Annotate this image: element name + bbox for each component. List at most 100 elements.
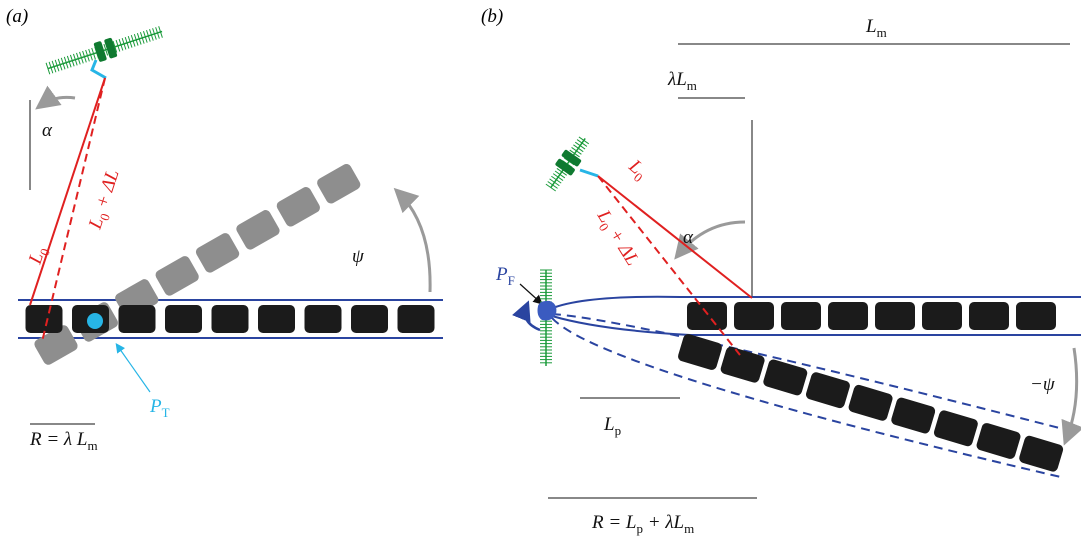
- connector: [90, 59, 107, 80]
- label-part: L: [865, 16, 877, 37]
- subscript: F: [508, 273, 515, 288]
- antenna-hatch: [63, 56, 69, 69]
- label: L0 + ΔL: [590, 206, 643, 271]
- tether: [597, 175, 753, 299]
- chain: [25, 305, 435, 333]
- antenna-hatch: [563, 157, 575, 166]
- antenna-hatch: [79, 51, 84, 64]
- segment-box: [933, 410, 978, 447]
- rotated-chain: [34, 163, 361, 365]
- antenna-hatch: [115, 39, 121, 52]
- segment-box: [875, 302, 915, 330]
- tether: [29, 77, 106, 306]
- label: α: [683, 227, 694, 248]
- antenna-hatch: [133, 34, 139, 46]
- antenna-body: [93, 41, 107, 62]
- antenna-body: [104, 37, 118, 59]
- subscript: m: [687, 78, 697, 93]
- segment-box: [236, 210, 280, 250]
- antenna-hatch: [551, 175, 562, 184]
- label-part: P: [495, 264, 508, 285]
- antenna-hatch: [76, 52, 81, 65]
- antenna-hatch: [57, 58, 63, 71]
- antenna-hatch: [142, 31, 148, 43]
- antenna-rod: [47, 30, 163, 70]
- segment-box: [276, 187, 320, 227]
- label: −ψ: [1030, 374, 1056, 395]
- label: Lm: [865, 16, 887, 40]
- label: L0 + ΔL: [84, 167, 126, 234]
- chain: [687, 302, 1056, 330]
- antenna-hatch: [569, 149, 580, 158]
- label: R = λ Lm: [29, 429, 98, 453]
- subscript: m: [684, 521, 694, 536]
- panel-tag: (b): [481, 6, 503, 27]
- antenna-hatch: [578, 136, 590, 145]
- antenna-hatch: [103, 43, 109, 56]
- label-part: + λL: [643, 512, 684, 533]
- antenna-hatch: [121, 37, 127, 50]
- segment-box: [118, 305, 156, 333]
- antenna-hatch: [547, 181, 558, 189]
- subscript: T: [162, 405, 170, 420]
- antenna-hatch: [573, 144, 584, 153]
- segment-box: [969, 302, 1009, 330]
- segment-box: [155, 256, 199, 296]
- segment-box: [258, 305, 295, 333]
- subscript: m: [877, 25, 887, 40]
- antenna-hatch: [556, 167, 568, 176]
- antenna-hatch: [155, 27, 160, 39]
- segment-box: [781, 302, 821, 330]
- antenna-hatch: [158, 26, 163, 38]
- label-part: L: [603, 414, 615, 435]
- antenna-hatch: [91, 47, 96, 60]
- antenna-hatch: [88, 48, 93, 61]
- antenna: [545, 136, 590, 192]
- segment-box: [1019, 435, 1064, 472]
- segment-box: [678, 334, 722, 370]
- subscript: m: [87, 438, 97, 453]
- label-part: R = λ L: [29, 429, 87, 450]
- antenna-hatch: [136, 33, 142, 45]
- tether-point: [87, 313, 103, 329]
- segment-box: [828, 302, 868, 330]
- antenna-hatch: [66, 55, 72, 68]
- subscript: 0: [97, 212, 113, 223]
- label-part: α: [42, 120, 53, 141]
- label-part: λL: [667, 69, 687, 90]
- antenna-hatch: [85, 49, 90, 62]
- antenna-hatch: [82, 50, 87, 63]
- label: ψ: [352, 246, 365, 267]
- label: PT: [149, 396, 170, 420]
- label: Lp: [603, 414, 621, 438]
- label-part: α: [683, 227, 694, 248]
- antenna-hatch: [549, 178, 560, 187]
- antenna-hatch: [152, 28, 157, 40]
- segment-box: [211, 305, 249, 333]
- label: α: [42, 120, 53, 141]
- segment-box: [165, 305, 202, 333]
- subscript: p: [637, 521, 644, 536]
- segment-box: [304, 305, 342, 333]
- antenna-hatch: [60, 57, 66, 70]
- antenna-hatch: [124, 36, 130, 49]
- antenna-hatch: [51, 60, 57, 73]
- fixed-point: [537, 300, 557, 321]
- antenna-hatch: [54, 59, 60, 72]
- antenna-body: [555, 158, 575, 176]
- segment-box: [687, 302, 727, 330]
- label: R = Lp + λLm: [591, 512, 694, 536]
- antenna-hatch: [146, 30, 151, 42]
- segment-box: [720, 346, 765, 383]
- segment-box: [734, 302, 774, 330]
- label-part: P: [149, 396, 162, 417]
- antenna-hatch: [552, 173, 564, 181]
- subscript: p: [615, 423, 622, 438]
- segment-box: [1016, 302, 1056, 330]
- tether-stretched: [41, 77, 106, 343]
- antenna-hatch: [48, 61, 54, 74]
- label: PF: [495, 264, 515, 288]
- antenna-hatch: [554, 170, 566, 179]
- antenna-hatch: [139, 32, 145, 44]
